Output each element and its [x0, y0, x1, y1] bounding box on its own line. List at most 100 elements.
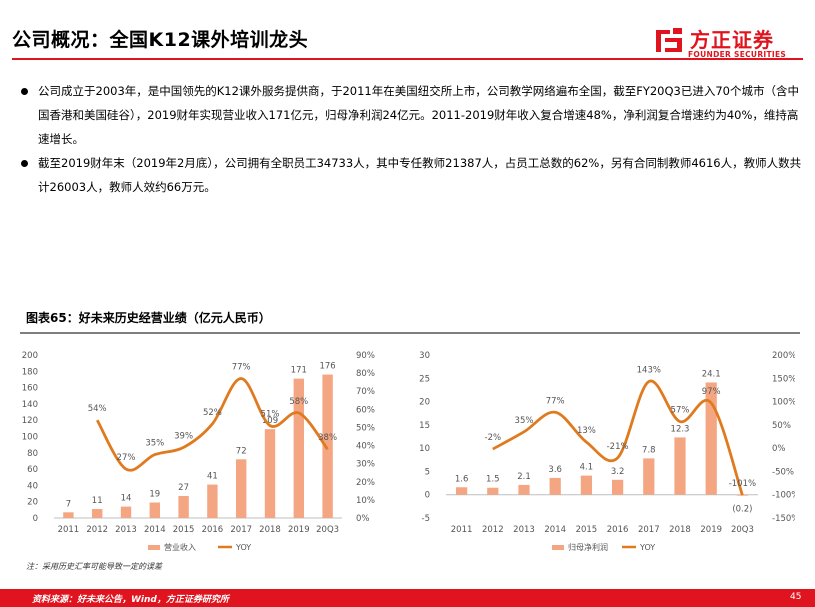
left-axis-tick: 25 [419, 374, 430, 384]
bullet-text: 截至2019财年末（2019年2月底），公司拥有全职员工34733人，其中专任教… [38, 156, 802, 194]
yoy-line [492, 379, 744, 496]
right-axis-tick: -150% [772, 514, 795, 524]
bar [322, 374, 333, 518]
logo-name: 方正证券 [690, 28, 774, 52]
bar [455, 487, 468, 495]
right-axis-tick: 80% [356, 369, 375, 379]
page-title: 公司概况：全国K12课外培训龙头 [12, 29, 309, 51]
right-axis-tick: 50% [772, 421, 791, 431]
left-axis-tick: 80 [27, 449, 38, 459]
line-data-label: 13% [577, 426, 596, 436]
legend-bar-label: 营业收入 [164, 542, 196, 552]
company-logo: 方正证券 FOUNDER SECURITIES [652, 24, 802, 64]
left-axis-tick: 20 [27, 498, 38, 508]
right-axis-tick: 0% [356, 514, 370, 524]
bar-data-label: 41 [207, 472, 218, 482]
x-axis-tick: 2017 [230, 525, 252, 535]
left-axis-tick: 30 [419, 351, 430, 361]
line-data-label: 54% [88, 404, 107, 414]
x-axis-tick: 20Q3 [731, 525, 754, 535]
yoy-line [95, 377, 329, 472]
line-data-label: 77% [546, 396, 565, 406]
x-axis-tick: 2014 [144, 525, 166, 535]
bar-data-label: 11 [92, 496, 103, 506]
left-axis-tick: -5 [422, 514, 430, 524]
right-axis-tick: 60% [356, 405, 375, 415]
left-axis-tick: 0 [425, 491, 430, 501]
x-axis-tick: 2017 [638, 525, 660, 535]
x-axis-tick: 20Q3 [316, 525, 339, 535]
left-axis-tick: 40 [27, 481, 38, 491]
right-axis-tick: 40% [356, 442, 375, 452]
line-data-label: 35% [145, 439, 164, 449]
bullet-dot-icon [21, 88, 28, 95]
left-axis-tick: 15 [419, 421, 430, 431]
x-axis-tick: 2012 [86, 525, 108, 535]
line-data-label: -101% [729, 479, 756, 489]
x-axis-tick: 2013 [513, 525, 535, 535]
right-axis-tick: 70% [356, 387, 375, 397]
bar [580, 475, 593, 495]
x-axis-tick: 2019 [700, 525, 722, 535]
x-axis-tick: 2018 [669, 525, 691, 535]
left-axis-tick: 10 [419, 444, 430, 454]
x-axis-tick: 2016 [607, 525, 629, 535]
bullet-list: 公司成立于2003年，是中国领先的K12课外服务提供商，于2011年在美国纽交所… [20, 79, 802, 199]
title-underline [12, 58, 803, 60]
bar-data-label: 3.6 [548, 465, 562, 475]
bar-data-label: 14 [121, 494, 132, 504]
line-data-label: 27% [117, 453, 136, 463]
net-profit-chart: -5 0 5 10 15 20 25 30 -150% -100% -50% 0% 50% 100% 150… [419, 351, 795, 552]
figure-divider [20, 332, 800, 334]
bar-data-label: 2.1 [517, 472, 531, 482]
logo-subtitle: FOUNDER SECURITIES [688, 50, 787, 59]
line-data-label: 97% [702, 387, 721, 397]
x-axis-tick: 2018 [259, 525, 281, 535]
left-axis-tick: 0 [33, 514, 38, 524]
bar [207, 484, 218, 518]
figure-title: 图表65：好未来历史经营业绩（亿元人民币） [26, 311, 271, 325]
bar [92, 509, 103, 518]
revenue-chart: 0 20 40 60 80 100 120 140 160 180 200 0% 10% 20% 30% 40… [22, 351, 375, 552]
bar-data-label: 24.1 [702, 369, 721, 379]
bar [674, 437, 686, 495]
line-data-label: 52% [203, 408, 222, 418]
left-axis-tick: 120 [22, 416, 38, 426]
left-axis-tick: 100 [22, 433, 38, 443]
bar [736, 494, 749, 496]
line-data-label: 35% [515, 416, 534, 426]
legend-line-label: YOY [639, 543, 655, 552]
bar [705, 382, 717, 495]
left-axis-tick: 160 [22, 384, 38, 394]
right-axis-tick: 20% [356, 478, 375, 488]
x-axis-tick: 2014 [544, 525, 566, 535]
bar-data-label: 1.6 [455, 474, 469, 484]
bar [120, 506, 132, 518]
bar [487, 487, 499, 495]
x-axis-tick: 2019 [288, 525, 310, 535]
bar-data-label: 109 [262, 416, 278, 426]
right-axis-tick: -50% [772, 467, 794, 477]
right-axis-tick: 200% [772, 351, 795, 361]
bar-data-label: 72 [236, 446, 247, 456]
legend-bar-swatch [552, 545, 564, 550]
bullet-text: 公司成立于2003年，是中国领先的K12课外服务提供商，于2011年在美国纽交所… [38, 84, 799, 146]
left-axis-tick: 140 [22, 400, 38, 410]
line-data-label: 38% [318, 433, 337, 443]
bullet-item: 公司成立于2003年，是中国领先的K12课外服务提供商，于2011年在美国纽交所… [20, 79, 802, 151]
bar-data-label: 1.5 [486, 475, 500, 485]
x-axis-tick: 2011 [451, 525, 473, 535]
footnote: 注：采用历史汇率可能导致一定的误差 [26, 562, 162, 571]
bar [518, 484, 530, 495]
x-axis-tick: 2015 [576, 525, 598, 535]
line-data-label: -21% [607, 442, 629, 452]
bar-data-label: 171 [291, 366, 307, 376]
bar [178, 495, 189, 518]
left-axis-tick: 20 [419, 398, 430, 408]
bar-data-label: 3.2 [611, 467, 625, 477]
bar [643, 458, 655, 495]
bar [236, 459, 247, 518]
bar [611, 479, 624, 495]
legend-bar-swatch [148, 545, 160, 550]
founder-logo-icon [656, 28, 682, 52]
